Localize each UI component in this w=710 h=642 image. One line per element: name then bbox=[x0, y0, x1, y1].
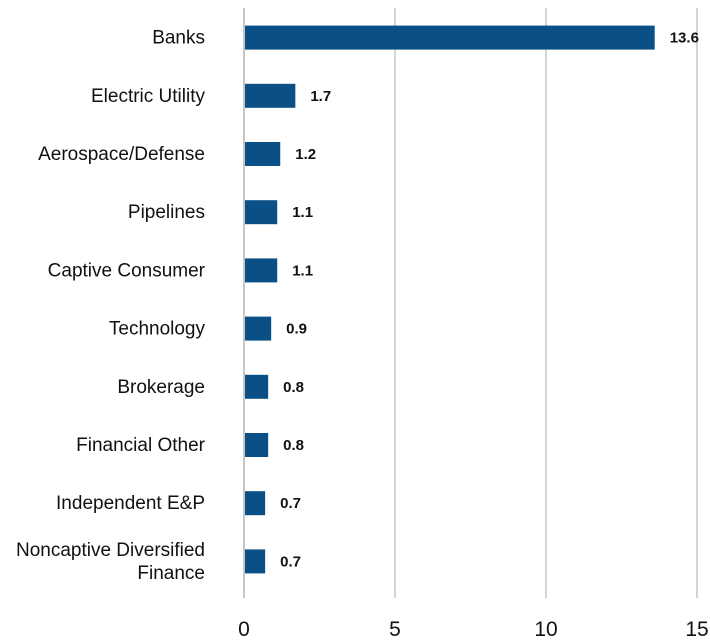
bar-7 bbox=[245, 433, 269, 457]
value-label-7: 0.8 bbox=[283, 437, 304, 454]
bar-2 bbox=[245, 142, 281, 166]
bar-1 bbox=[245, 83, 296, 108]
bar-5 bbox=[245, 316, 272, 341]
value-label-0: 13.6 bbox=[670, 30, 699, 47]
category-label-9: Noncaptive Diversified Finance bbox=[16, 540, 205, 584]
category-label-0: Banks bbox=[152, 28, 205, 49]
category-label-4: Captive Consumer bbox=[48, 260, 206, 281]
bar-3 bbox=[245, 200, 278, 225]
value-label-6: 0.8 bbox=[283, 379, 304, 396]
value-label-3: 1.1 bbox=[292, 204, 313, 221]
bars bbox=[245, 25, 655, 574]
bar-4 bbox=[245, 258, 278, 283]
value-label-5: 0.9 bbox=[286, 321, 307, 338]
category-label-2: Aerospace/Defense bbox=[38, 144, 205, 165]
category-label-1: Electric Utility bbox=[91, 86, 206, 107]
category-labels: Banks Electric Utility Aerospace/Defense Pi… bbox=[16, 28, 206, 584]
category-label-3: Pipelines bbox=[128, 202, 205, 223]
gridlines bbox=[394, 8, 698, 598]
x-tick-label-0: 0 bbox=[238, 618, 250, 641]
bar-8 bbox=[245, 491, 266, 516]
category-label-8: Independent E&P bbox=[56, 493, 205, 514]
value-label-2: 1.2 bbox=[295, 146, 316, 163]
value-label-1: 1.7 bbox=[310, 88, 331, 105]
x-tick-label-10: 10 bbox=[534, 618, 557, 641]
category-label-7: Financial Other bbox=[76, 435, 206, 456]
bar-6 bbox=[245, 374, 269, 399]
bar-0 bbox=[245, 25, 655, 50]
x-tick-label-15: 15 bbox=[685, 618, 708, 641]
value-label-4: 1.1 bbox=[292, 262, 313, 279]
category-label-5: Technology bbox=[109, 319, 206, 340]
x-tick-label-5: 5 bbox=[389, 618, 401, 641]
value-labels: 13.6 1.7 1.2 1.1 1.1 0.9 0.8 0.8 0.7 0.7 bbox=[280, 30, 699, 571]
category-label-6: Brokerage bbox=[117, 377, 205, 398]
bar-9 bbox=[245, 549, 266, 574]
value-label-8: 0.7 bbox=[280, 495, 301, 512]
value-label-9: 0.7 bbox=[280, 553, 301, 570]
x-tick-labels: 0 5 10 15 bbox=[238, 618, 709, 641]
